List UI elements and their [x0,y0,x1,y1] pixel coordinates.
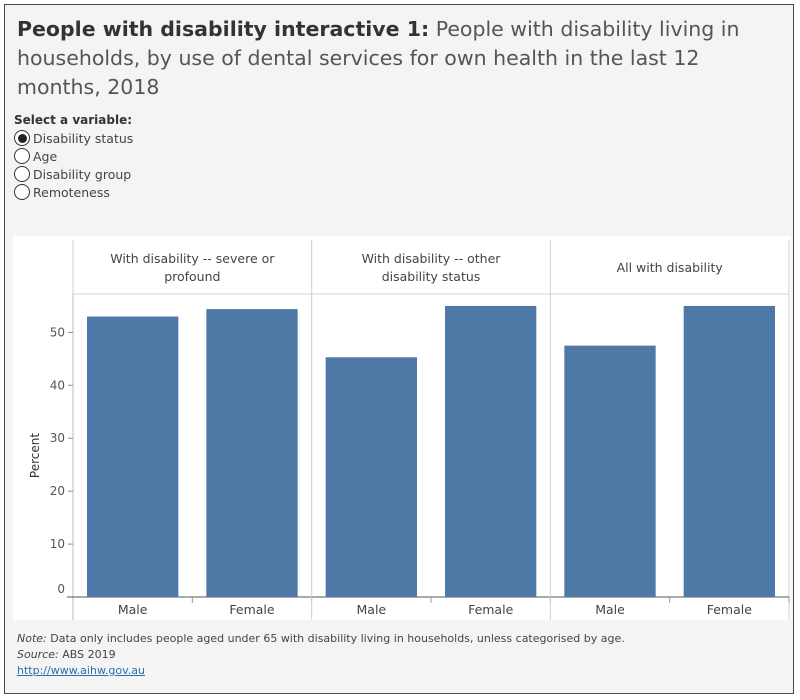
radio-option-disability-status[interactable]: Disability status [14,129,133,147]
radio-dot [17,133,27,143]
note-label: Note: [17,632,47,645]
source-text: ABS 2019 [62,648,116,661]
radio-label: Age [33,148,58,164]
radio-option-age[interactable]: Age [14,147,133,165]
bar-female [683,305,775,597]
bar-male [564,345,656,597]
bar-female [445,305,537,597]
bar-male [87,316,179,597]
radio-label: Disability group [33,166,132,182]
panel-header-label: disability status [382,269,481,284]
radio-label: Disability status [33,130,134,146]
panel-header-label: All with disability [617,260,724,275]
viz-frame: People with disability interactive 1: Pe… [4,4,794,694]
chart-title-rest: People with disability living in househo… [17,17,740,99]
panel-header-label: With disability -- severe or [110,251,275,266]
y-tick-label: 30 [50,431,65,445]
x-tick-label: Female [468,602,514,617]
y-tick-label: 40 [50,378,65,392]
radio-circle[interactable] [14,148,30,164]
x-tick-label: Male [595,602,625,617]
note-text: Data only includes people aged under 65 … [50,632,625,645]
radio-circle[interactable] [14,184,30,200]
x-tick-label: Female [229,602,275,617]
bar-female [206,309,298,597]
y-tick-label: 50 [50,325,65,339]
panel-header-label: With disability -- other [362,251,502,266]
radio-circle[interactable] [14,166,30,182]
aihw-link[interactable]: http://www.aihw.gov.au [17,664,146,677]
x-tick-label: Male [118,602,148,617]
y-tick-label: 20 [50,484,65,498]
bar-chart: 0 10 20 30 40 50 Percent With disability -- sev… [13,236,791,620]
chart-title: People with disability interactive 1: Pe… [17,15,777,102]
variable-selector-label: Select a variable: [14,113,133,127]
footer: Note: Data only includes people aged und… [17,631,625,679]
bar-male [325,357,417,597]
radio-option-disability-group[interactable]: Disability group [14,165,133,183]
source-label: Source: [17,648,59,661]
footer-note: Note: Data only includes people aged und… [17,631,625,647]
radio-label: Remoteness [33,184,110,200]
panel-header-label: profound [164,269,220,284]
chart-title-bold: People with disability interactive 1: [17,17,430,41]
radio-option-remoteness[interactable]: Remoteness [14,183,133,201]
x-tick-label: Male [357,602,387,617]
y-tick-label: 0 [57,582,65,596]
radio-circle[interactable] [14,130,30,146]
variable-radio-group: Disability status Age Disability group Remo… [14,129,133,201]
y-axis-title: Percent [28,433,42,478]
y-tick-label: 10 [50,537,65,551]
footer-source: Source: ABS 2019 [17,647,625,663]
x-tick-label: Female [707,602,753,617]
